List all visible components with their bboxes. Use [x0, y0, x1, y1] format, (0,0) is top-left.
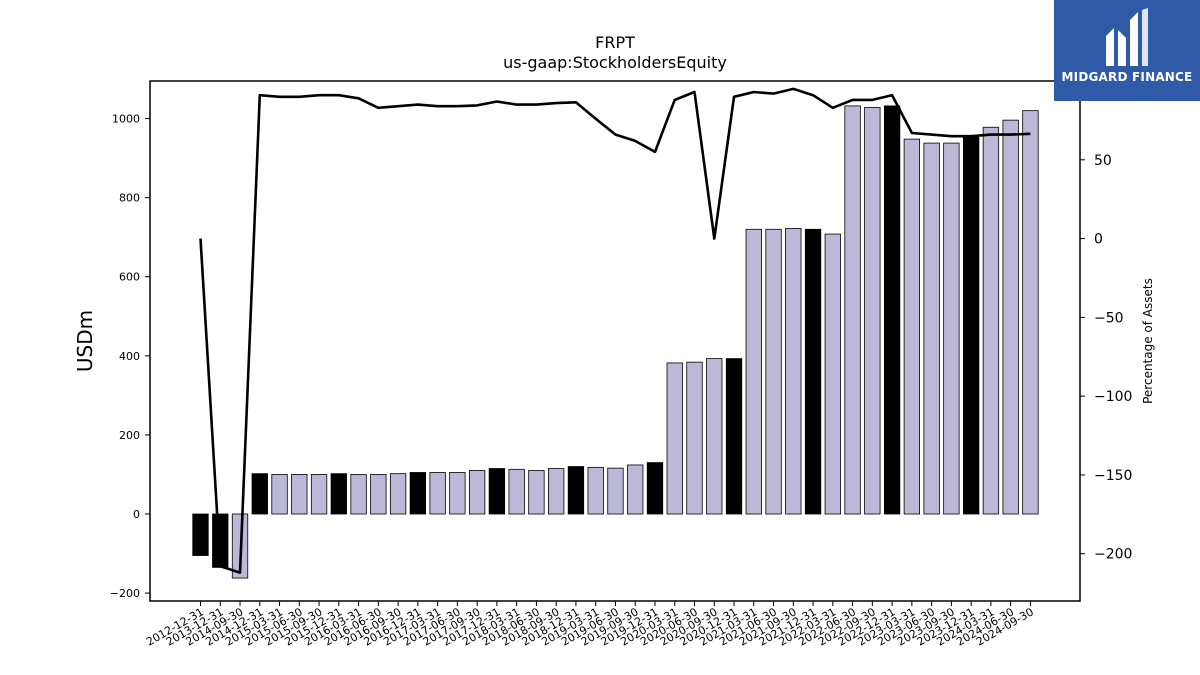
bar [370, 474, 387, 515]
y-tick-label: 800 [119, 192, 140, 205]
bar [429, 472, 446, 515]
bar [271, 474, 288, 515]
bar [864, 107, 881, 515]
chart-subtitle: us-gaap:StockholdersEquity [503, 53, 727, 72]
bar [488, 468, 506, 515]
bar [903, 138, 921, 515]
logo-text: MIDGARD FINANCE [1061, 70, 1193, 84]
bar [725, 358, 743, 515]
y2-tick-label: −50 [1094, 310, 1124, 326]
y2-tick-label: −150 [1094, 468, 1132, 484]
y2-tick-label: 50 [1094, 153, 1112, 169]
bar [804, 228, 822, 515]
bar [409, 472, 427, 515]
bar [389, 473, 407, 515]
bar [706, 358, 723, 515]
bar [449, 472, 466, 515]
bar [1022, 110, 1039, 515]
bar [627, 464, 644, 515]
bar [962, 136, 980, 515]
bar [508, 468, 525, 515]
bar [844, 105, 861, 515]
bar [310, 474, 328, 515]
bar [686, 361, 703, 515]
bar [982, 126, 1000, 515]
brand-logo: MIDGARD FINANCE [1054, 0, 1200, 101]
plot-frame [149, 80, 1081, 602]
bar [192, 513, 209, 556]
y2-axis-label: Percentage of Assets [1141, 278, 1155, 404]
percentage-line [199, 87, 1031, 574]
bar [587, 466, 604, 515]
y-tick-label: 1000 [112, 113, 140, 126]
bar [666, 362, 683, 515]
bar [607, 467, 624, 515]
bar [350, 474, 367, 515]
chart-title: FRPT [595, 33, 635, 52]
bar [330, 473, 347, 515]
bar [785, 228, 802, 515]
y2-tick-label: −200 [1094, 547, 1132, 563]
bar [765, 228, 782, 515]
bar [468, 470, 486, 515]
y-tick-label: 200 [119, 429, 140, 442]
y-tick-label: −200 [110, 587, 140, 600]
bar [824, 233, 841, 515]
y2-tick-label: 0 [1094, 232, 1103, 248]
bar [943, 142, 960, 515]
bar [646, 462, 664, 515]
y-axis-label: USDm [73, 310, 97, 372]
y-tick-label: 0 [133, 508, 140, 521]
y-tick-label: 600 [119, 271, 140, 284]
bar [923, 142, 940, 515]
y2-tick-label: −100 [1094, 389, 1132, 405]
logo-icon [1106, 8, 1148, 66]
bar [291, 474, 308, 515]
bar [528, 470, 545, 515]
bar [567, 466, 585, 515]
bar [1002, 119, 1019, 515]
bar [548, 468, 565, 515]
y-tick-label: 400 [119, 350, 140, 363]
bar [251, 473, 268, 515]
bar [883, 105, 901, 515]
bar [745, 228, 762, 515]
